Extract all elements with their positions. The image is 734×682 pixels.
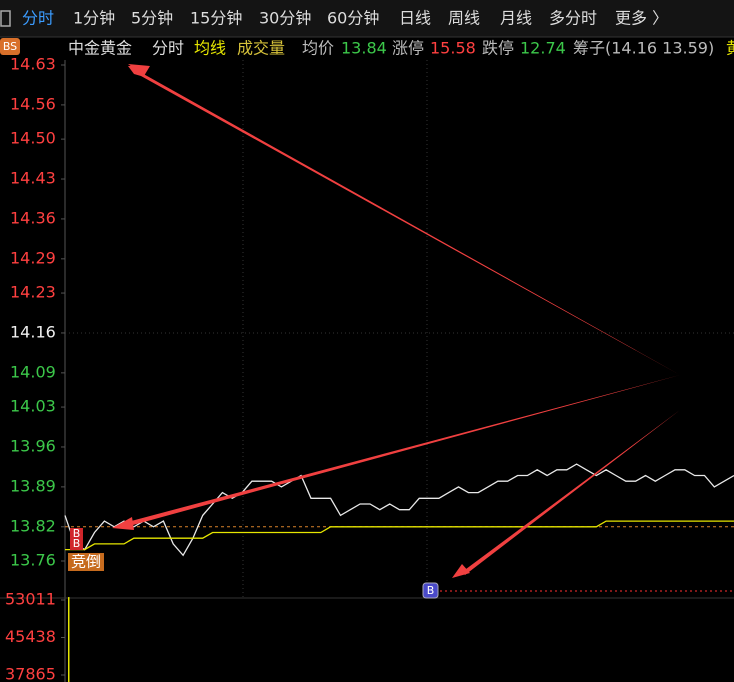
y-tick-label: 13.82 [10, 516, 56, 535]
marker-b[interactable]: B [73, 537, 81, 550]
limit-up-label: 涨停 [392, 39, 424, 58]
tab[interactable]: 周线 [448, 9, 480, 28]
chip: 筹子(14.16 13.59) [573, 39, 714, 58]
tab[interactable]: 60分钟 [327, 9, 379, 28]
y-tick-label: 13.96 [10, 436, 56, 455]
y-tick-label: 13.89 [10, 476, 56, 495]
tab[interactable]: 1分钟 [73, 9, 115, 28]
markers: B B 竞倒 B [68, 527, 439, 599]
arrow [128, 66, 680, 375]
avg-price: 13.84 [341, 39, 387, 58]
volume-label[interactable]: 成交量 [237, 39, 285, 58]
marker-b[interactable]: B [73, 527, 81, 540]
tab[interactable]: 更多 〉 [615, 9, 668, 28]
tab[interactable]: 5分钟 [131, 9, 173, 28]
limit-up: 15.58 [430, 39, 476, 58]
y-tick-label: 14.09 [10, 362, 56, 381]
y-tick-label: 14.29 [10, 248, 56, 267]
tab[interactable]: 日线 [399, 9, 431, 28]
panel-icon[interactable] [0, 10, 11, 27]
y-tick-label: 14.43 [10, 169, 56, 188]
y-tick-label: 14.23 [10, 283, 56, 302]
y-tick-label: 14.16 [10, 322, 56, 341]
y-tick-label: 14.50 [10, 129, 56, 148]
volume-tick-label: 45438 [5, 627, 56, 646]
bs-badge[interactable] [0, 38, 20, 55]
arrow-head [452, 564, 470, 578]
y-tick-label: 14.36 [10, 208, 56, 227]
limit-down-label: 跌停 [482, 39, 514, 58]
marker-b[interactable]: B [427, 584, 435, 597]
info-bar: 中金黄金 分时 均线 成交量 均价 13.84 涨停 15.58 跌停 12.7… [68, 39, 734, 58]
tab[interactable]: 30分钟 [259, 9, 311, 28]
volume-bar [68, 597, 70, 682]
y-tick-label: 14.03 [10, 397, 56, 416]
bs-badge-text: BS [3, 40, 17, 53]
avg-price-label: 均价 [302, 39, 334, 58]
toolbar [0, 0, 734, 37]
more-indicator: 黄 [726, 39, 734, 58]
y-tick-label: 13.76 [10, 551, 56, 570]
avg-line [65, 520, 734, 551]
price-line [64, 463, 734, 557]
arrow [120, 375, 680, 528]
annotation-arrows [112, 64, 680, 578]
y-tick-label: 14.63 [10, 55, 56, 74]
avg-line[interactable]: 均线 [194, 39, 226, 58]
arrow-head [112, 517, 134, 530]
volume-tick-label: 53011 [5, 589, 56, 608]
tab[interactable]: 15分钟 [190, 9, 242, 28]
marker-box [422, 582, 439, 599]
marker-box [70, 538, 83, 550]
stock-name[interactable]: 中金黄金 [68, 39, 132, 58]
tab[interactable]: 分时 [22, 9, 54, 28]
marker-box [68, 553, 104, 571]
period: 分时 [152, 39, 184, 58]
limit-down: 12.74 [520, 39, 566, 58]
arrow [462, 410, 680, 575]
marker-box [70, 528, 83, 540]
tab[interactable]: 多分时 [549, 9, 597, 28]
auction-marker[interactable]: 竞倒 [71, 553, 101, 571]
tab[interactable]: 月线 [500, 9, 532, 28]
arrow-head [128, 64, 150, 76]
y-tick-label: 14.56 [10, 94, 56, 113]
volume-tick-label: 37865 [5, 664, 56, 682]
